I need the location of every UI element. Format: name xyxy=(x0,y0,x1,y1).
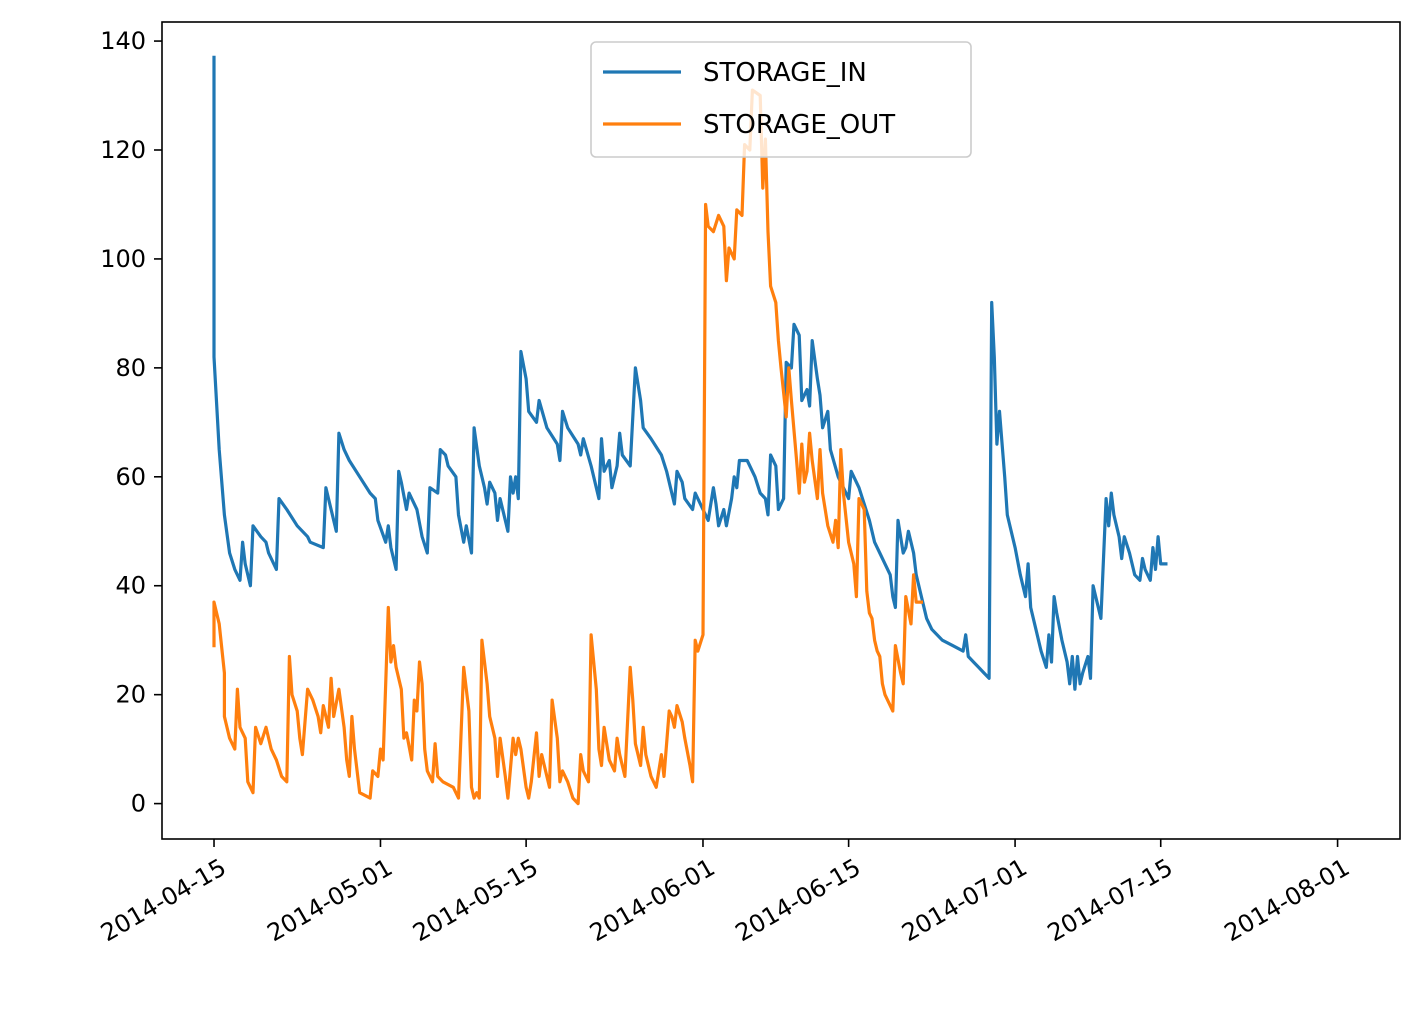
series-line-storage-in xyxy=(212,55,1168,691)
y-tick-label: 140 xyxy=(100,27,146,55)
legend: STORAGE_IN STORAGE_OUT xyxy=(590,41,972,158)
y-axis: 0 20 40 60 80 100 120 140 xyxy=(100,27,162,818)
y-tick-label: 0 xyxy=(131,790,146,818)
y-tick-label: 80 xyxy=(115,354,146,382)
y-tick-label: 120 xyxy=(100,136,146,164)
axes-frame xyxy=(161,21,1401,840)
series-line-storage-out xyxy=(212,88,923,806)
legend-label-storage-out: STORAGE_OUT xyxy=(703,110,895,140)
y-tick-label: 60 xyxy=(115,463,146,491)
legend-box xyxy=(590,41,972,158)
y-tick-label: 20 xyxy=(115,681,146,709)
y-tick-label: 100 xyxy=(100,245,146,273)
legend-label-storage-in: STORAGE_IN xyxy=(703,58,867,88)
plot-area xyxy=(212,55,1168,806)
y-tick-label: 40 xyxy=(115,572,146,600)
